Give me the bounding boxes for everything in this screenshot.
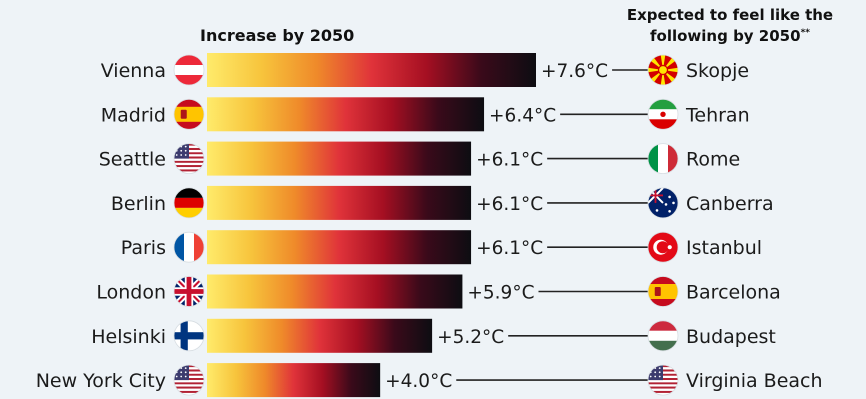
value-label: +6.1°C <box>476 194 543 215</box>
bar <box>207 318 433 353</box>
header-expected-line1: Expected to feel like the <box>626 6 834 24</box>
equivalent-city-label: Virginia Beach <box>686 370 823 392</box>
spain-flag-icon <box>173 98 205 130</box>
city-label: London <box>96 282 166 304</box>
australia-flag-icon <box>647 187 679 219</box>
header-expected: Expected to feel like the following by 2… <box>600 6 860 45</box>
city-label: New York City <box>36 370 166 392</box>
usa-flag-icon <box>647 364 679 396</box>
city-label: Paris <box>121 237 166 259</box>
equivalent-city-label: Rome <box>686 149 740 171</box>
usa-flag-icon <box>173 364 205 396</box>
bar <box>207 141 472 176</box>
equivalent-city-label: Istanbul <box>686 237 762 259</box>
spain-flag-icon <box>647 276 679 307</box>
germany-flag-icon <box>173 187 205 219</box>
value-label: +5.9°C <box>467 283 534 304</box>
city-label: Berlin <box>111 193 166 215</box>
value-label: +4.0°C <box>385 371 452 392</box>
uk-flag-icon <box>173 276 205 307</box>
bar <box>207 363 381 398</box>
city-label: Vienna <box>101 60 166 82</box>
city-label: Madrid <box>101 104 166 126</box>
footnote-marker: ** <box>800 28 810 38</box>
city-label: Helsinki <box>91 326 166 348</box>
bar <box>207 230 472 265</box>
austria-flag-icon <box>173 54 205 86</box>
usa-flag-icon <box>173 143 205 175</box>
equivalent-city-label: Canberra <box>686 193 774 215</box>
bar <box>207 53 536 87</box>
turkey-flag-icon <box>647 231 679 263</box>
france-flag-icon <box>173 231 205 263</box>
north-macedonia-flag-icon <box>647 54 679 86</box>
bar <box>207 97 485 132</box>
value-label: +6.4°C <box>489 105 556 126</box>
hungary-flag-icon <box>647 320 679 352</box>
italy-flag-icon <box>647 143 679 175</box>
finland-flag-icon <box>173 320 205 352</box>
iran-flag-icon <box>647 98 679 130</box>
value-label: +5.2°C <box>437 327 504 348</box>
value-label: +7.6°C <box>541 61 608 82</box>
bar <box>207 185 472 220</box>
equivalent-city-label: Tehran <box>685 104 750 126</box>
header-increase: Increase by 2050 <box>200 26 355 45</box>
header-expected-line2: following by 2050 <box>650 27 801 45</box>
equivalent-city-label: Barcelona <box>686 282 781 304</box>
value-label: +6.1°C <box>476 238 543 259</box>
equivalent-city-label: Skopje <box>686 60 749 82</box>
bar <box>207 274 463 309</box>
value-label: +6.1°C <box>476 150 543 171</box>
city-label: Seattle <box>99 149 166 171</box>
equivalent-city-label: Budapest <box>686 326 776 348</box>
